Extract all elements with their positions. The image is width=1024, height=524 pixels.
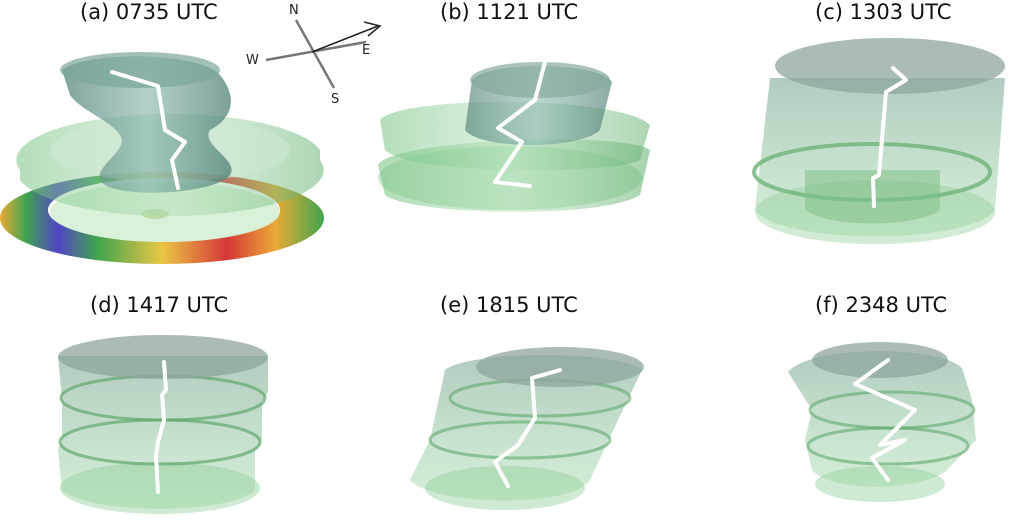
panel-title-c: (c) 1303 UTC xyxy=(815,0,952,24)
panel-title-f: (f) 2348 UTC xyxy=(815,293,948,317)
panel-a-core-top xyxy=(60,52,220,88)
panel-title-a: (a) 0735 UTC xyxy=(80,0,218,24)
panel-a-colored-ring xyxy=(0,172,324,264)
panel-f-ring-2 xyxy=(806,426,970,466)
panel-title-b: (b) 1121 UTC xyxy=(440,0,579,24)
panel-b-center-line xyxy=(493,60,547,188)
panel-e-top-disk xyxy=(476,347,644,387)
panel-c-center-line xyxy=(871,66,908,208)
panel-d-center-line xyxy=(154,360,168,494)
panel-d-cylinder xyxy=(58,356,268,509)
compass-ns-axis xyxy=(294,19,336,89)
compass-east-label: E xyxy=(362,43,370,58)
panel-b-graphic xyxy=(378,60,650,212)
panel-title-e: (e) 1815 UTC xyxy=(440,293,578,317)
panel-c-top-disk xyxy=(775,38,1005,94)
panel-d-ring-2 xyxy=(58,418,262,466)
compass-arrow xyxy=(311,25,379,53)
panel-c-graphic xyxy=(752,38,1005,244)
compass-north-label: N xyxy=(289,3,299,18)
compass-rose: N S E W xyxy=(246,3,382,107)
panel-a-vortex-core xyxy=(62,56,232,193)
panel-d-graphic xyxy=(58,335,268,514)
panel-f-twisted-column xyxy=(788,351,976,487)
panel-e-tilted-column xyxy=(410,355,642,501)
panel-a-center-line xyxy=(110,70,187,190)
panel-title-d: (d) 1417 UTC xyxy=(90,293,229,317)
panel-e-ring-2 xyxy=(428,420,612,460)
panel-f-center-line xyxy=(853,358,917,482)
panel-a-graphic xyxy=(0,52,324,264)
compass-south-label: S xyxy=(331,92,339,107)
compass-arrowhead xyxy=(363,21,382,37)
panel-e-graphic xyxy=(410,347,644,510)
compass-west-label: W xyxy=(246,53,259,68)
panel-f-graphic xyxy=(788,342,976,502)
panel-f-top-disk xyxy=(812,342,948,378)
panel-d-top-disk xyxy=(58,335,268,379)
panel-e-center-line xyxy=(493,368,562,488)
